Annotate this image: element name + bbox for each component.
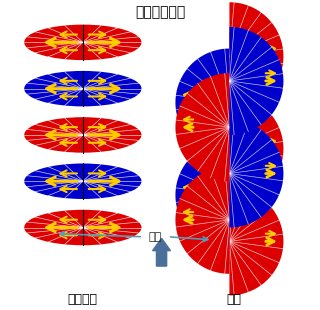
Text: 波の進行方向: 波の進行方向 [135, 5, 185, 19]
Ellipse shape [24, 24, 141, 60]
Polygon shape [229, 188, 284, 295]
Ellipse shape [24, 210, 141, 245]
Polygon shape [175, 141, 229, 249]
Polygon shape [229, 2, 284, 110]
Text: 波面: 波面 [149, 232, 162, 242]
Polygon shape [175, 73, 229, 181]
Text: 通常の光: 通常の光 [68, 293, 98, 306]
Polygon shape [175, 49, 229, 157]
Polygon shape [229, 95, 284, 203]
Polygon shape [175, 166, 229, 274]
Polygon shape [229, 27, 284, 135]
Polygon shape [229, 120, 284, 228]
FancyArrow shape [153, 238, 171, 266]
Ellipse shape [24, 163, 141, 199]
Ellipse shape [24, 117, 141, 153]
Text: 光渦: 光渦 [227, 293, 242, 306]
Ellipse shape [24, 71, 141, 106]
